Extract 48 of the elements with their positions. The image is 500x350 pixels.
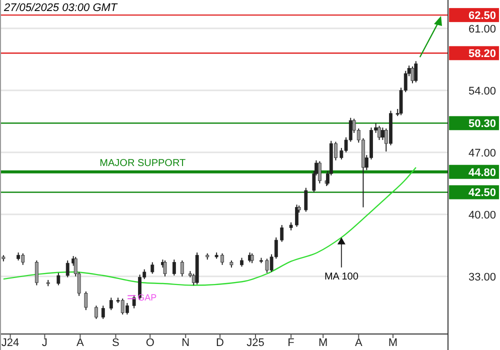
y-tick-label: 47.00 [468,147,496,160]
y-tick-label: 33.00 [468,271,496,284]
x-tick-label: J24 [1,337,20,349]
candlestick [180,260,184,277]
x-tick-label: M [318,337,328,349]
x-tick-label: A [76,337,85,349]
ref-line-label: 62.50 [468,10,496,22]
candlestick [380,127,384,140]
candlestick [295,204,298,228]
candlestick [132,294,136,309]
candlestick [66,260,70,278]
candlestick [220,252,224,266]
candlestick [410,66,414,84]
candlestick [250,252,254,264]
x-tick-label: M [388,337,398,349]
x-tick-label: D [216,337,224,349]
candlestick [101,305,105,320]
chart-title: 27/05/2025 03:00 GMT [3,2,118,14]
candlestick [280,224,284,242]
annotation: GAP [138,292,157,303]
x-tick-label: A [354,337,363,349]
x-tick-label: N [182,337,190,349]
x-tick-label: J [42,337,48,349]
candlestick [150,262,154,274]
y-tick-label: 40.00 [468,209,496,222]
annotation: MAJOR SUPPORT [100,158,186,169]
candlestick [125,302,129,316]
candlestick [172,259,176,276]
candlestick [34,260,38,286]
candlestick [84,290,88,311]
candlestick [109,297,113,311]
y-tick-label: 54.00 [468,85,496,98]
ref-line-label: 44.80 [468,166,496,179]
candlestick [378,125,381,140]
candlestick [56,272,60,286]
x-tick-label: F [288,337,295,349]
x-tick-label: S [112,337,120,349]
ref-line-label: 58.20 [468,48,496,60]
candlestick [304,187,308,212]
x-tick-label: J25 [246,337,264,349]
x-tick-label: O [146,337,155,349]
candlestick [318,160,322,184]
ref-line-label: 50.30 [468,118,496,130]
ref-line-label: 42.50 [468,187,496,200]
candlestick [414,60,418,83]
candlestick [94,305,98,320]
y-tick-label: 61.00 [468,23,496,36]
text: MA 100 [324,271,359,282]
